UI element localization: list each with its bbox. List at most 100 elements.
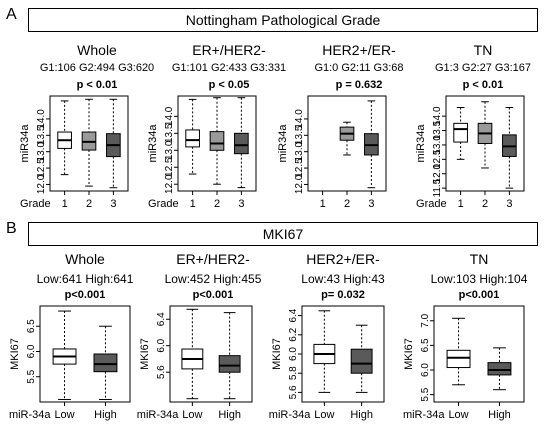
- panel-a-counts-4: G1:3 G2:27 G3:167: [434, 62, 531, 74]
- chart-1-xtick-label: 1: [62, 198, 68, 210]
- chart-6-ytick-label: 6.0: [156, 338, 167, 352]
- chart-2-xtick-label: 1: [190, 198, 196, 210]
- panel-a-counts-1: G1:106 G2:494 G3:620: [39, 62, 155, 74]
- panel-b-group-title-1: Whole: [65, 251, 105, 267]
- chart-2-box: [234, 132, 249, 155]
- chart-4-box: [453, 122, 468, 143]
- panel-b-group-title-2: ER+/HER2-: [176, 251, 250, 267]
- chart-3-ytick-label: 13.0: [294, 142, 305, 162]
- chart-7-ytick-label: 5.6: [288, 385, 299, 399]
- panel-a-counts-2: G1:101 G2:433 G3:331: [171, 62, 287, 74]
- chart-4-ytick-label: 13.5: [432, 120, 443, 140]
- panel-a-counts-3: G1:0 G2:11 G3:68: [314, 62, 404, 74]
- chart-1-xtick-label: 2: [86, 198, 92, 210]
- chart-7-box: [350, 348, 373, 374]
- chart-1-ytick-label: 12.5: [36, 158, 47, 178]
- chart-6-box: [218, 355, 241, 373]
- chart-5-ytick-label: 6.5: [26, 319, 37, 333]
- chart-2-xtick-label: 3: [238, 198, 244, 210]
- chart-1-ytick-label: 14.0: [36, 109, 47, 129]
- chart-1-ytick-label: 13.0: [36, 142, 47, 162]
- chart-5-ytick-label: 5.5: [26, 369, 37, 383]
- chart-8-xtick-label: Low: [448, 409, 468, 421]
- chart-4-ylabel: miR34a: [415, 124, 427, 163]
- chart-8-ytick-label: 7.0: [420, 313, 431, 327]
- panel-b-group-title-3: HER2+/ER-: [306, 251, 380, 267]
- chart-8-ytick-label: 6.0: [420, 363, 431, 377]
- panel-a-title: Nottingham Pathological Grade: [28, 8, 538, 32]
- chart-7-xtick-label: Low: [314, 409, 334, 421]
- chart-5-xtick-label: Low: [54, 409, 74, 421]
- panel-a-group-title-3: HER2+/ER-: [322, 42, 396, 58]
- panel-a-letter: A: [6, 6, 17, 23]
- chart-3-ylabel: miR34a: [277, 124, 289, 163]
- panel-a-pvalue-4: p < 0.01: [462, 79, 504, 91]
- panel-a-group-title-2: ER+/HER2-: [192, 42, 266, 58]
- chart-7-ytick-label: 5.8: [288, 366, 299, 380]
- chart-1-ylabel: miR34a: [19, 124, 31, 163]
- chart-6-xtick-label: High: [218, 409, 241, 421]
- panel-b-pvalue-4: p<0.001: [458, 289, 500, 301]
- chart-8-ytick-label: 5.5: [420, 387, 431, 401]
- chart-7-ytick-label: 6.2: [288, 327, 299, 341]
- chart-6-ylabel: MKI67: [139, 338, 151, 370]
- chart-2-ytick-label: 13.5: [164, 123, 175, 143]
- chart-3-ytick-label: 14.0: [294, 109, 305, 129]
- chart-6-frame: [169, 305, 253, 403]
- chart-2-ylabel: miR34a: [147, 124, 159, 163]
- chart-3-ytick-label: 12.0: [294, 174, 305, 194]
- chart-3-xtick-label: 1: [320, 198, 326, 210]
- chart-4-ytick-label: 11.5: [432, 178, 443, 197]
- chart-3-xtick-label: 3: [368, 198, 374, 210]
- chart-2-box: [209, 131, 225, 151]
- chart-4-ytick-label: 14.0: [432, 106, 443, 126]
- chart-2-ytick-label: 13.0: [164, 140, 175, 160]
- chart-6-ytick-label: 5.6: [156, 365, 167, 379]
- chart-8-ylabel: MKI67: [403, 338, 415, 370]
- panel-b-pvalue-2: p<0.001: [192, 289, 234, 301]
- chart-1-ytick-label: 13.5: [36, 125, 47, 145]
- chart-5-box: [93, 353, 118, 373]
- chart-4-xtick-label: 2: [482, 198, 488, 210]
- panel-b-counts-4: Low:103 High:104: [430, 272, 528, 286]
- chart-6-xtick-label: Low: [182, 409, 202, 421]
- chart-7-ylabel: MKI67: [271, 338, 283, 370]
- panel-a-group-title-4: TN: [473, 42, 493, 58]
- panel-a-pvalue-3: p = 0.632: [335, 79, 383, 91]
- chart-1-xtick-label: 3: [110, 198, 116, 210]
- chart-4-ytick-label: 12.0: [432, 164, 443, 184]
- panel-a-group-title-1: Whole: [77, 42, 117, 58]
- chart-3-ytick-label: 12.5: [294, 158, 305, 178]
- chart-4-xtick-label: 3: [506, 198, 512, 210]
- panel-a-pvalue-2: p < 0.05: [208, 79, 250, 91]
- panel-b-title: MKI67: [28, 222, 538, 246]
- chart-6-ytick-label: 6.4: [156, 312, 167, 326]
- chart-5-xtick-label: High: [94, 409, 117, 421]
- chart-4-ytick-label: 12.5: [432, 149, 443, 169]
- chart-1-xlabel: Grade: [20, 198, 51, 210]
- chart-8-box: [487, 362, 512, 376]
- panel-b-pvalue-1: p<0.001: [64, 289, 106, 301]
- panel-b-letter: B: [6, 220, 17, 237]
- panel-b-counts-2: Low:452 High:455: [164, 272, 262, 286]
- chart-2-ytick-label: 12.5: [164, 157, 175, 177]
- chart-2-xlabel: Grade: [148, 198, 179, 210]
- chart-7-xtick-label: High: [350, 409, 373, 421]
- chart-4-ytick-label: 13.0: [432, 135, 443, 155]
- chart-8-xlabel: miR-34a: [403, 409, 445, 421]
- panel-a-pvalue-1: p < 0.01: [76, 79, 118, 91]
- chart-1-ytick-label: 12.0: [36, 174, 47, 194]
- chart-2-box: [185, 129, 200, 148]
- chart-4-xlabel: Grade: [416, 198, 447, 210]
- chart-8-xtick-label: High: [488, 409, 511, 421]
- chart-2-xtick-label: 2: [214, 198, 220, 210]
- panel-b-group-title-4: TN: [469, 251, 489, 267]
- chart-8-ytick-label: 6.5: [420, 338, 431, 352]
- chart-7-ytick-label: 6.4: [288, 308, 299, 322]
- chart-5-ylabel: MKI67: [9, 338, 21, 370]
- panel-b-counts-1: Low:641 High:641: [36, 272, 134, 286]
- chart-2-ytick-label: 12.0: [164, 174, 175, 194]
- chart-4-xtick-label: 1: [458, 198, 464, 210]
- chart-5-frame: [39, 305, 131, 403]
